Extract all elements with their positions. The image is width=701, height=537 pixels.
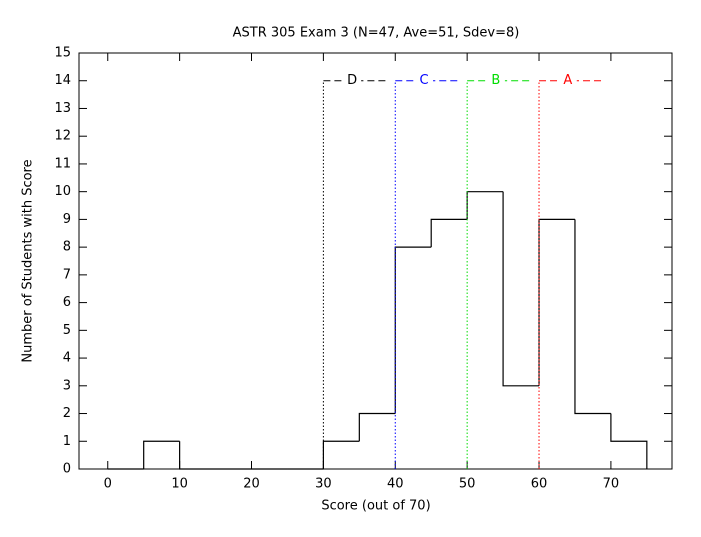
histogram-bin — [143, 440, 180, 469]
grade-label-bg — [343, 72, 362, 89]
y-tick-label: 14 — [54, 73, 71, 88]
y-tick-label: 3 — [63, 378, 71, 393]
x-tick-label: 70 — [603, 477, 620, 492]
y-tick-label: 9 — [63, 212, 71, 227]
histogram-bin — [466, 191, 504, 220]
x-tick-label: 0 — [104, 477, 112, 492]
y-tick-label: 10 — [54, 184, 71, 199]
histogram-bin — [179, 441, 216, 470]
y-tick-label: 7 — [63, 267, 71, 282]
x-tick-label: 20 — [243, 477, 260, 492]
histogram-bin — [538, 218, 575, 386]
x-tick-label: 40 — [387, 477, 404, 492]
y-tick-label: 5 — [63, 323, 71, 338]
y-tick-label: 1 — [63, 434, 71, 449]
histogram-bin — [430, 218, 468, 248]
y-tick-label: 4 — [63, 351, 71, 366]
y-tick-label: 0 — [63, 462, 71, 477]
histogram-bin — [610, 413, 648, 469]
grade-label: C — [419, 73, 428, 88]
histogram-bin — [502, 191, 540, 387]
x-tick-label: 30 — [315, 477, 332, 492]
histogram-bin — [574, 219, 611, 415]
y-tick-label: 2 — [63, 406, 71, 421]
grade-label-bg — [486, 72, 505, 89]
grade-label: B — [491, 73, 500, 88]
x-tick-label: 60 — [531, 477, 548, 492]
y-tick-label: 8 — [63, 240, 71, 255]
y-axis-label: Number of Students with Score — [21, 159, 36, 362]
x-tick-label: 50 — [459, 477, 476, 492]
x-axis-label: Score (out of 70) — [321, 499, 430, 514]
x-tick-label: 10 — [171, 477, 188, 492]
y-tick-label: 15 — [54, 46, 71, 61]
grade-label-bg — [558, 72, 577, 89]
y-tick-label: 11 — [54, 156, 71, 171]
grade-label-bg — [415, 72, 434, 89]
grade-label: A — [563, 73, 572, 88]
histogram-bin — [322, 440, 360, 469]
plot-frame — [78, 52, 673, 470]
y-tick-label: 12 — [54, 129, 71, 144]
chart-title: ASTR 305 Exam 3 (N=47, Ave=51, Sdev=8) — [233, 26, 520, 41]
histogram-bin — [394, 246, 432, 414]
grade-label: D — [347, 73, 357, 88]
y-tick-label: 13 — [54, 101, 71, 116]
histogram-bin — [358, 412, 396, 442]
y-tick-label: 6 — [63, 295, 71, 310]
